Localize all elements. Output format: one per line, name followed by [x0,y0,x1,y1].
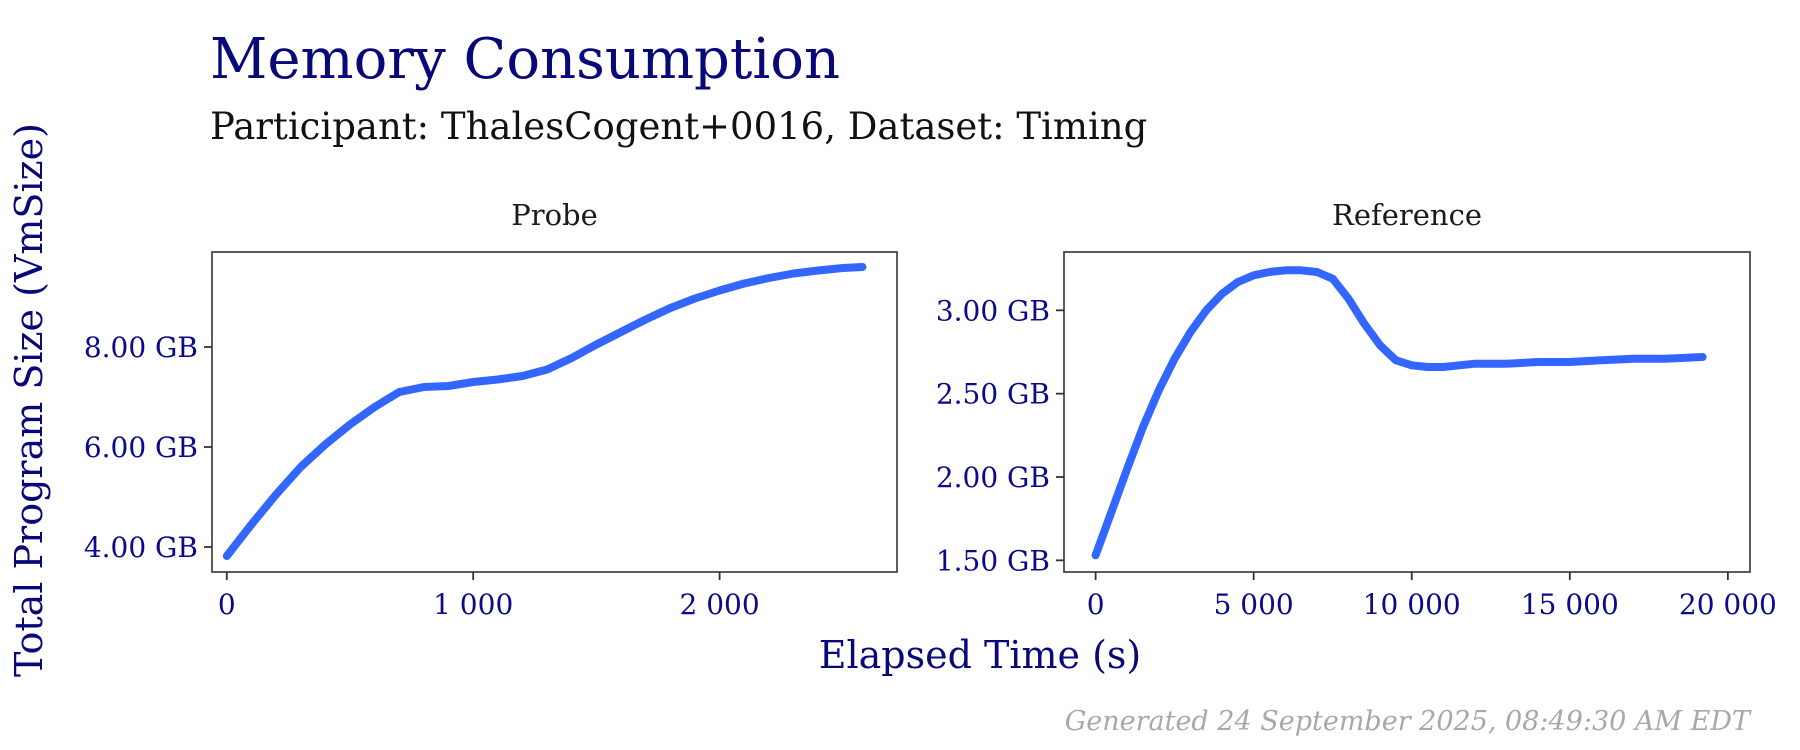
memory-series-line [222,263,867,560]
x-tick-label: 0 [218,588,236,621]
x-axis-title: Elapsed Time (s) [819,633,1142,677]
x-tick-label: 1 000 [433,588,513,621]
chart-caption: Generated 24 September 2025, 08:49:30 AM… [1065,706,1752,737]
panel-strip-label: Reference [1332,198,1482,232]
x-tick-label: 0 [1087,588,1105,621]
panel-probe: Probe 0 1 000 2 000 4.00 GB 6.00 GB 8.00 GB [84,198,898,621]
x-tick-label: 5 000 [1214,588,1294,621]
y-tick-label: 8.00 GB [84,331,198,364]
y-tick-label: 1.50 GB [936,544,1050,577]
x-tick-label: 10 000 [1363,588,1461,621]
chart-title: Memory Consumption [210,27,840,92]
panel-strip-label: Probe [511,198,598,232]
panel-background [211,251,898,573]
x-tick-label: 2 000 [680,588,760,621]
y-tick-label: 4.00 GB [84,531,198,564]
panel-background [1063,251,1751,573]
y-tick-label: 2.00 GB [936,461,1050,494]
memory-series-line [1091,266,1707,560]
x-tick-label: 15 000 [1521,588,1619,621]
x-tick-label: 20 000 [1679,588,1777,621]
y-axis-title: Total Program Size (VmSize) [7,123,51,677]
chart-subtitle: Participant: ThalesCogent+0016, Dataset:… [210,105,1147,148]
y-tick-label: 2.50 GB [936,378,1050,411]
y-tick-label: 3.00 GB [936,294,1050,327]
facet-panels: Probe 0 1 000 2 000 4.00 GB 6.00 GB 8.00 GB Ref… [84,198,1777,621]
y-tick-label: 6.00 GB [84,431,198,464]
panel-reference: Reference 0 5 000 10 000 15 000 20 000 1.50 GB… [936,198,1777,621]
